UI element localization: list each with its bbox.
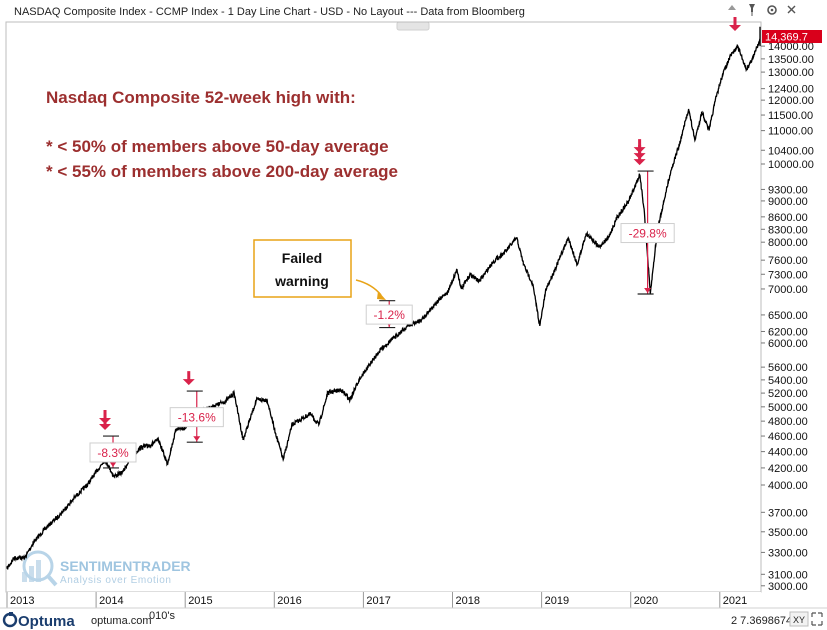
signal-marker [729, 16, 741, 31]
annotation-heading: Nasdaq Composite 52-week high with: [46, 88, 356, 107]
x-tick-label: 2014 [99, 595, 123, 607]
y-tick-label: 3100.00 [768, 569, 808, 581]
footer-bar [0, 608, 827, 630]
drawdown-arrowhead-icon [109, 461, 117, 467]
drawdown-label: -29.8% [629, 227, 667, 241]
annotation-line-1: * < 50% of members above 50-day average [46, 137, 389, 156]
y-tick-label: 5400.00 [768, 375, 808, 387]
drawdown-label: -13.6% [178, 411, 216, 425]
signal-marker: -29.8% [620, 139, 675, 295]
y-tick-label: 5600.00 [768, 362, 808, 374]
drawdown-label-box [365, 304, 413, 325]
y-tick-label: 12000.00 [768, 95, 814, 107]
y-tick-label: 4200.00 [768, 463, 808, 475]
watermark-tagline: Analysis over Emotion [60, 575, 172, 586]
y-tick-label: 5000.00 [768, 402, 808, 414]
y-tick-label: 3700.00 [768, 507, 808, 519]
y-tick-label: 9000.00 [768, 196, 808, 208]
callout-line-2: warning [274, 273, 329, 289]
signal-marker: -1.2% [365, 300, 413, 329]
close-icon[interactable] [787, 5, 796, 14]
drawdown-arrowhead-icon [193, 436, 201, 442]
header-bar [0, 0, 827, 22]
y-tick-label: 6500.00 [768, 310, 808, 322]
watermark-name: SENTIMENTRADER [60, 558, 191, 574]
callout-arrowhead-icon [377, 291, 386, 300]
footer-readout: 2 7.3698674 [731, 615, 792, 627]
drawdown-label-box [620, 223, 675, 244]
signal-arrow-icon [633, 139, 646, 154]
y-tick-label: 8300.00 [768, 224, 808, 236]
y-tick-label: 5200.00 [768, 388, 808, 400]
y-tick-label: 10000.00 [768, 159, 814, 171]
y-tick-label: 11000.00 [768, 126, 813, 138]
annotation-line-2: * < 55% of members above 200-day average [46, 162, 398, 181]
drawdown-label: -8.3% [97, 446, 129, 460]
y-tick-label: 7600.00 [768, 255, 808, 267]
scroll-up-icon[interactable] [728, 5, 736, 10]
signal-marker: -8.3% [89, 410, 137, 469]
y-tick-label: 4000.00 [768, 480, 808, 492]
y-tick-label: 4800.00 [768, 416, 808, 428]
signal-arrow-icon [729, 16, 741, 31]
y-tick-label: 7300.00 [768, 269, 808, 281]
drawdown-label-box [169, 407, 224, 428]
signal-arrow-icon [182, 371, 195, 386]
y-tick-label: 12400.00 [768, 84, 814, 96]
failed-warning-callout: Failed warning [253, 239, 386, 300]
current-price-tag: 14,369.7 [762, 30, 822, 44]
y-tick-label: 8000.00 [768, 237, 808, 249]
y-tick-label: 4600.00 [768, 431, 808, 443]
gear-icon[interactable] [767, 5, 777, 15]
current-price-label: 14,369.7 [765, 32, 808, 44]
y-tick-label: 3300.00 [768, 547, 808, 559]
xy-toggle-label: XY [793, 615, 805, 625]
x-tick-label: 2020 [634, 595, 658, 607]
x-tick-label: 2017 [366, 595, 390, 607]
panel-drag-handle[interactable] [396, 21, 430, 31]
x-tick-label: 2013 [10, 595, 34, 607]
chart-title: NASDAQ Composite Index - CCMP Index - 1 … [14, 6, 525, 18]
signal-markers: -8.3% -13.6% -1.2% -29.8% [89, 16, 741, 469]
drawdown-label-box [89, 442, 137, 463]
footer-scale-label: 010's [149, 610, 175, 622]
callout-line-1: Failed [282, 250, 322, 266]
x-axis-band [6, 592, 761, 608]
footer-site[interactable]: optuma.com [91, 615, 152, 627]
pin-icon[interactable] [749, 4, 755, 16]
signal-marker: -13.6% [169, 371, 224, 443]
x-axis: 2013 2014 2015 2016 2017 2018 2019 2020 2021 [6, 592, 747, 608]
optuma-logo-icon [2, 612, 18, 628]
footer-brand: Optuma [18, 613, 75, 630]
y-tick-label: 4400.00 [768, 447, 808, 459]
drawdown-label: -1.2% [374, 308, 406, 322]
x-tick-label: 2021 [723, 595, 747, 607]
y-tick-label: 10400.00 [768, 145, 814, 157]
x-tick-label: 2018 [456, 595, 480, 607]
y-tick-label: 14000.00 [768, 41, 814, 53]
callout-arrow [355, 279, 382, 296]
y-tick-label: 3500.00 [768, 527, 808, 539]
x-tick-label: 2015 [188, 595, 212, 607]
y-tick-label: 8600.00 [768, 212, 808, 224]
y-tick-label: 9300.00 [768, 184, 808, 196]
fullscreen-icon[interactable] [811, 612, 823, 626]
y-tick-label: 3000.00 [768, 581, 808, 593]
xy-toggle-button[interactable] [789, 611, 809, 627]
y-tick-label: 13500.00 [768, 54, 814, 66]
x-tick-label: 2016 [277, 595, 301, 607]
y-tick-label: 6200.00 [768, 326, 808, 338]
y-tick-label: 6000.00 [768, 338, 808, 350]
watermark: SENTIMENTRADER Analysis over Emotion [22, 550, 191, 587]
magnifier-chart-icon [22, 550, 58, 587]
drawdown-arrowhead-icon [644, 288, 652, 294]
x-tick-label: 2019 [545, 595, 569, 607]
y-tick-label: 7000.00 [768, 284, 808, 296]
signal-arrow-icon [99, 410, 112, 425]
y-tick-label: 13000.00 [768, 67, 814, 79]
y-tick-label: 11500.00 [768, 110, 813, 122]
